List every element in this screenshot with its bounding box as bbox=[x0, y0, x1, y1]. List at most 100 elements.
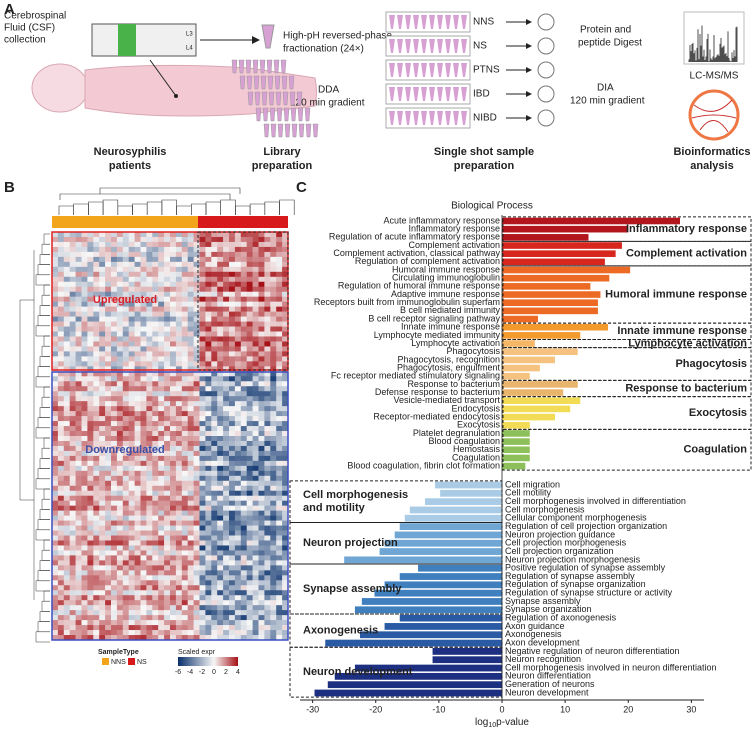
heatmap-cell bbox=[122, 256, 129, 263]
heatmap-cell bbox=[93, 246, 100, 253]
heatmap-cell bbox=[223, 291, 230, 297]
heatmap-cell bbox=[57, 356, 65, 362]
heatmap-cell bbox=[211, 331, 218, 337]
heatmap-cell bbox=[211, 246, 218, 253]
heatmap-cell bbox=[175, 321, 183, 327]
tube bbox=[238, 59, 245, 74]
heatmap-cell bbox=[240, 341, 247, 347]
heatmap-cell bbox=[223, 396, 230, 402]
heatmap-cell bbox=[223, 381, 230, 387]
heatmap-cell bbox=[63, 401, 70, 407]
heatmap-cell bbox=[63, 311, 70, 317]
heatmap-cell bbox=[57, 520, 65, 526]
heatmap-cell bbox=[211, 321, 218, 327]
heatmap-cell bbox=[234, 630, 242, 636]
heatmap-cell bbox=[75, 620, 82, 626]
heatmap-cell bbox=[158, 630, 165, 636]
heatmap-cell bbox=[75, 540, 82, 546]
heatmap-cell bbox=[63, 261, 70, 268]
heatmap-cell bbox=[276, 525, 283, 531]
heatmap-cell bbox=[246, 281, 253, 288]
heatmap-cell bbox=[140, 575, 147, 581]
heatmap-cell bbox=[211, 585, 218, 591]
heatmap-cell bbox=[69, 565, 76, 571]
tube bbox=[282, 91, 289, 106]
heatmap-cell bbox=[75, 351, 82, 357]
heatmap-cell bbox=[140, 291, 147, 297]
heatmap-cell bbox=[134, 281, 141, 288]
heatmap-cell bbox=[99, 535, 106, 541]
heatmap-cell bbox=[99, 406, 106, 412]
tube bbox=[267, 75, 274, 90]
heatmap-cell bbox=[152, 371, 159, 377]
term-label: Cell migration bbox=[505, 479, 560, 489]
heatmap-cell bbox=[87, 465, 94, 472]
heatmap-cell bbox=[240, 455, 247, 462]
heatmap-cell bbox=[217, 535, 224, 541]
heatmap-cell bbox=[258, 256, 265, 263]
heatmap-cell bbox=[99, 321, 106, 327]
heatmap-cell bbox=[229, 635, 236, 641]
heatmap-cell bbox=[63, 465, 70, 472]
heatmap-cell bbox=[57, 455, 65, 462]
heatmap-cell bbox=[229, 351, 236, 357]
heatmap-cell bbox=[105, 321, 112, 327]
heatmap-cell bbox=[252, 505, 259, 511]
heatmap-cell bbox=[164, 256, 171, 263]
heatmap-cell bbox=[264, 306, 271, 312]
heatmap-cell bbox=[158, 500, 165, 506]
heatmap-cell bbox=[87, 261, 94, 268]
heatmap-cell bbox=[99, 346, 106, 352]
heatmap-cell bbox=[122, 500, 129, 506]
heatmap-cell bbox=[140, 296, 147, 302]
heatmap-cell bbox=[146, 440, 153, 447]
heatmap-cell bbox=[252, 286, 259, 293]
heatmap-cell bbox=[87, 406, 94, 412]
heatmap-cell bbox=[199, 535, 206, 541]
heatmap-cell bbox=[211, 540, 218, 546]
heatmap-cell bbox=[75, 570, 82, 576]
heatmap-cell bbox=[264, 525, 271, 531]
heatmap-cell bbox=[128, 306, 135, 312]
heatmap-cell bbox=[223, 540, 230, 546]
heatmap-cell bbox=[229, 490, 236, 497]
heatmap-cell bbox=[81, 436, 88, 442]
heatmap-cell bbox=[63, 346, 70, 352]
heatmap-cell bbox=[181, 590, 188, 596]
heatmap-cell bbox=[87, 560, 94, 566]
heatmap-cell bbox=[229, 416, 236, 422]
heatmap-cell bbox=[181, 376, 188, 382]
heatmap-cell bbox=[63, 371, 70, 377]
heatmap-cell bbox=[252, 495, 259, 501]
heatmap-cell bbox=[93, 326, 100, 332]
heatmap-cell bbox=[199, 585, 206, 591]
heatmap-cell bbox=[170, 575, 177, 581]
heatmap-cell bbox=[93, 261, 100, 268]
heatmap-cell bbox=[270, 336, 277, 342]
heatmap-cell bbox=[63, 545, 70, 551]
heatmap-cell bbox=[128, 361, 135, 367]
heatmap-cell bbox=[181, 421, 188, 427]
heatmap-cell bbox=[128, 376, 135, 382]
heatmap-cell bbox=[205, 431, 212, 437]
heatmap-cell bbox=[116, 281, 124, 288]
heatmap-cell bbox=[170, 401, 177, 407]
heatmap-cell bbox=[276, 232, 283, 238]
heatmap-cell bbox=[282, 450, 289, 457]
heatmap-cell bbox=[246, 465, 253, 472]
heatmap-cell bbox=[146, 520, 153, 526]
heatmap-cell bbox=[63, 485, 70, 492]
heatmap-cell bbox=[116, 406, 124, 412]
heatmap-cell bbox=[158, 406, 165, 412]
bar-chart: Acute inflammatory responseInflammatory … bbox=[289, 215, 752, 714]
heatmap-cell bbox=[193, 386, 200, 392]
heatmap-cell bbox=[252, 585, 259, 591]
heatmap-cell bbox=[99, 416, 106, 422]
heatmap-cell bbox=[252, 386, 259, 392]
heatmap-cell bbox=[116, 635, 124, 641]
dendro-branch bbox=[58, 205, 74, 215]
heatmap-cell bbox=[105, 341, 112, 347]
heatmap-cell bbox=[205, 341, 212, 347]
heatmap-cell bbox=[134, 416, 141, 422]
heatmap-cell bbox=[128, 416, 135, 422]
